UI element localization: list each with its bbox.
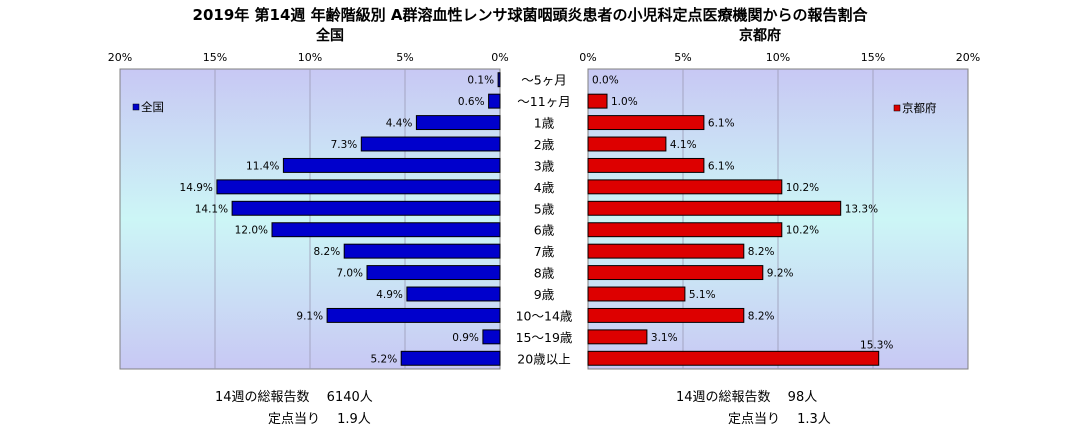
bar-right xyxy=(587,222,783,238)
data-label-right: 3.1% xyxy=(651,332,678,344)
category-label: 20歳以上 xyxy=(517,351,570,366)
data-label-right: 1.0% xyxy=(611,96,638,108)
data-label-left: 4.9% xyxy=(376,289,403,301)
bar-left xyxy=(326,307,501,323)
bar-left xyxy=(497,72,501,88)
category-label: 〜5ヶ月 xyxy=(521,73,566,88)
data-label-right: 6.1% xyxy=(708,160,735,172)
category-label: 8歳 xyxy=(534,266,555,281)
data-label-right: 8.2% xyxy=(748,310,775,322)
bar-right xyxy=(587,157,705,173)
category-label: 3歳 xyxy=(534,158,555,173)
bar-right xyxy=(587,286,686,302)
footer-right-per-site: 定点当り 1.3人 xyxy=(728,412,831,427)
data-label-left: 12.0% xyxy=(235,225,268,237)
category-label: 1歳 xyxy=(534,116,555,131)
bar-right xyxy=(587,200,842,216)
data-label-left: 0.1% xyxy=(467,75,494,87)
legend-label-left: 全国 xyxy=(141,100,164,114)
x-tick-label-right: 20% xyxy=(956,51,980,64)
bar-right xyxy=(587,115,705,131)
data-label-left: 14.9% xyxy=(180,182,213,194)
x-tick-label-left: 20% xyxy=(108,51,132,64)
data-label-right: 0.0% xyxy=(592,75,619,87)
data-label-left: 4.4% xyxy=(386,118,413,130)
panel-title-right: 京都府 xyxy=(739,27,781,44)
data-label-left: 11.4% xyxy=(246,160,279,172)
bar-left xyxy=(282,157,501,173)
bar-left xyxy=(366,265,501,281)
bar-right xyxy=(587,329,648,345)
category-label: 9歳 xyxy=(534,287,555,302)
footer-left-per-site: 定点当り 1.9人 xyxy=(268,412,371,427)
bar-left xyxy=(488,93,501,109)
category-label: 7歳 xyxy=(534,244,555,259)
bar-left xyxy=(400,350,501,366)
bar-right xyxy=(587,243,745,259)
category-label: 4歳 xyxy=(534,180,555,195)
panel-title-left: 全国 xyxy=(315,27,344,44)
x-tick-label-right: 10% xyxy=(766,51,790,64)
bar-right xyxy=(587,350,880,366)
legend-swatch-right xyxy=(893,104,901,112)
data-label-right: 10.2% xyxy=(786,225,819,237)
data-label-left: 7.3% xyxy=(331,139,358,151)
bar-left xyxy=(231,200,501,216)
legend-label-right: 京都府 xyxy=(902,101,937,115)
data-label-right: 13.3% xyxy=(845,203,878,215)
x-tick-label-right: 0% xyxy=(579,51,596,64)
footer-left-total: 14週の総報告数 6140人 xyxy=(215,390,373,405)
data-label-right: 4.1% xyxy=(670,139,697,151)
x-tick-label-right: 15% xyxy=(861,51,885,64)
data-label-right: 9.2% xyxy=(767,268,794,280)
category-label: 5歳 xyxy=(534,201,555,216)
data-label-left: 5.2% xyxy=(371,353,398,365)
x-tick-label-left: 15% xyxy=(203,51,227,64)
bar-right xyxy=(587,265,764,281)
footer-right-total: 14週の総報告数 98人 xyxy=(676,390,818,405)
bar-right xyxy=(587,307,745,323)
data-label-left: 9.1% xyxy=(296,310,323,322)
data-label-right: 15.3% xyxy=(860,339,893,351)
bar-left xyxy=(360,136,501,152)
data-label-left: 14.1% xyxy=(195,203,228,215)
bar-left xyxy=(406,286,501,302)
bar-left xyxy=(271,222,501,238)
data-label-left: 0.6% xyxy=(458,96,485,108)
data-label-right: 10.2% xyxy=(786,182,819,194)
category-label: 〜11ヶ月 xyxy=(517,94,570,109)
chart-title: 2019年 第14週 年齢階級別 A群溶血性レンサ球菌咽頭炎患者の小児科定点医療… xyxy=(193,6,869,24)
x-tick-label-right: 5% xyxy=(674,51,691,64)
x-tick-label-left: 0% xyxy=(491,51,508,64)
data-label-left: 7.0% xyxy=(336,268,363,280)
category-label: 10〜14歳 xyxy=(516,308,573,323)
bar-left xyxy=(216,179,501,195)
legend-swatch-left xyxy=(132,103,140,111)
bar-left xyxy=(343,243,501,259)
bar-right xyxy=(587,136,667,152)
bar-left xyxy=(415,115,501,131)
data-label-left: 0.9% xyxy=(452,332,479,344)
bar-right xyxy=(587,93,608,109)
bar-right xyxy=(587,179,783,195)
bar-left xyxy=(482,329,501,345)
x-tick-label-left: 10% xyxy=(298,51,322,64)
category-label: 2歳 xyxy=(534,137,555,152)
data-label-right: 8.2% xyxy=(748,246,775,258)
category-label: 6歳 xyxy=(534,223,555,238)
data-label-left: 8.2% xyxy=(314,246,341,258)
data-label-right: 5.1% xyxy=(689,289,716,301)
data-label-right: 6.1% xyxy=(708,118,735,130)
category-label: 15〜19歳 xyxy=(516,330,573,345)
x-tick-label-left: 5% xyxy=(396,51,413,64)
